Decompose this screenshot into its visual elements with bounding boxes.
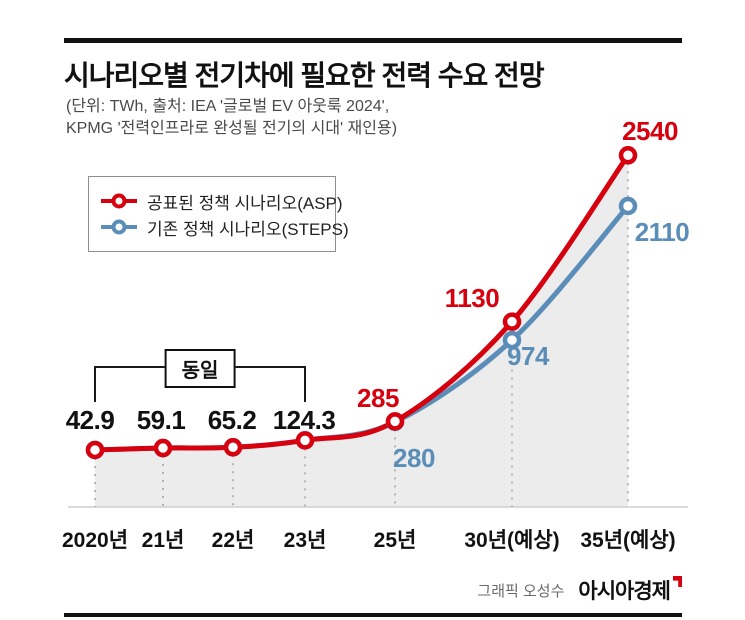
x-axis-label-2022: 22년 <box>211 529 255 552</box>
value-label-2021: 59.1 <box>136 405 186 435</box>
page-title: 시나리오별 전기차에 필요한 전력 수요 전망 <box>64 60 545 91</box>
legend-label-steps: 기존 정책 시나리오(STEPS) <box>147 219 349 239</box>
value-label-steps-2035: 2110 <box>634 217 690 247</box>
area-fill <box>95 155 628 507</box>
brand-mark-icon <box>673 576 682 587</box>
value-label-asp-2030: 1130 <box>444 283 500 313</box>
top-rule <box>64 38 682 43</box>
asp-marker-4 <box>385 412 405 431</box>
asp-line-marker-icon <box>101 193 137 209</box>
x-axis-label-2025: 25년 <box>373 529 417 552</box>
value-label-steps-2030: 974 <box>507 341 549 371</box>
asp-marker-3 <box>295 431 315 450</box>
same-annotation-box: 동일 <box>164 349 236 388</box>
legend-label-asp: 공표된 정책 시나리오(ASP) <box>147 193 343 213</box>
asp-marker-1 <box>153 438 173 458</box>
asp-marker-2 <box>223 438 243 457</box>
value-label-2022: 65.2 <box>207 405 257 435</box>
value-label-2020: 42.9 <box>65 405 115 435</box>
source-note-line1: (단위: TWh, 출처: IEA '글로벌 EV 아웃룩 2024', <box>66 98 390 115</box>
chart-legend: 공표된 정책 시나리오(ASP) 기존 정책 시나리오(STEPS) <box>88 176 349 252</box>
source-note-line2: KPMG '전력인프라로 완성될 전기의 시대' 재인용) <box>66 119 398 137</box>
asp-marker-6 <box>618 146 638 165</box>
x-axis-label-2021: 21년 <box>141 529 185 552</box>
x-axis-label-2030: 30년(예상) <box>464 529 560 552</box>
steps-line-marker-icon <box>101 219 137 235</box>
asp-marker-0 <box>85 440 105 460</box>
asp-marker-5 <box>502 312 522 331</box>
steps-circle-swatch <box>111 219 127 235</box>
legend-row-asp: 공표된 정책 시나리오(ASP) <box>101 188 343 214</box>
x-axis-label-2023: 23년 <box>283 529 327 552</box>
steps-marker-6 <box>618 196 638 216</box>
value-label-asp-2035: 2540 <box>622 116 678 146</box>
graphic-credit: 그래픽 오성수 <box>477 582 565 600</box>
asp-circle-swatch <box>111 193 127 209</box>
footer: 그래픽 오성수 아시아경제 <box>0 575 682 605</box>
legend-row-steps: 기존 정책 시나리오(STEPS) <box>101 214 349 240</box>
value-label-2023: 124.3 <box>272 405 336 435</box>
brand-logo-text: 아시아경제 <box>578 580 671 603</box>
brand-logo: 아시아경제 <box>578 575 682 605</box>
x-axis-label-2020: 2020년 <box>61 529 129 552</box>
x-axis-label-2035: 35년(예상) <box>580 529 676 552</box>
steps-marker-5 <box>502 330 522 350</box>
value-label-steps-2025: 280 <box>393 443 435 473</box>
bottom-rule <box>64 613 682 617</box>
chart-source-note: (단위: TWh, 출처: IEA '글로벌 EV 아웃룩 2024', KPM… <box>66 96 397 139</box>
value-label-asp-2025: 285 <box>357 383 399 413</box>
